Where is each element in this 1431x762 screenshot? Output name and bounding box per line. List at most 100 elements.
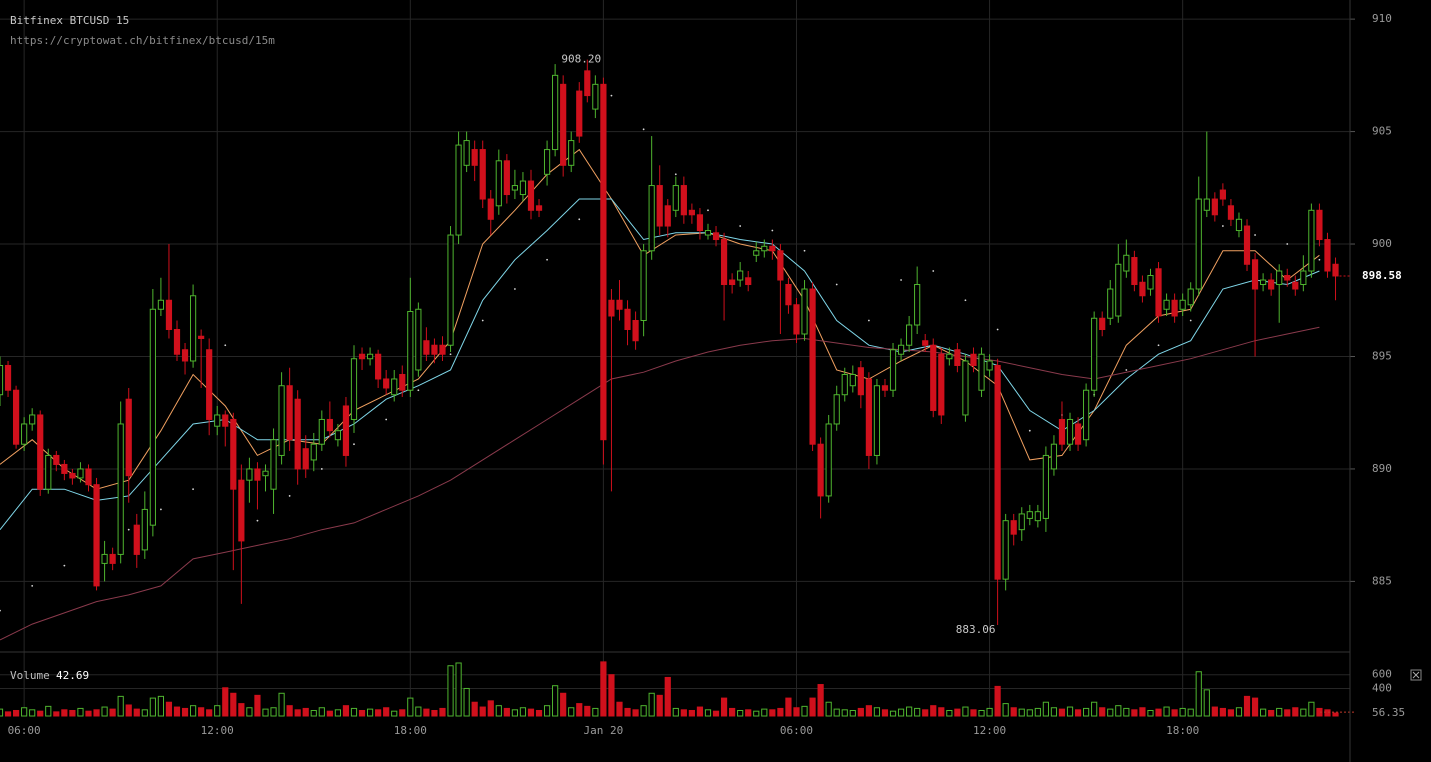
candle-body bbox=[1260, 279, 1267, 286]
candle-body bbox=[1163, 299, 1170, 310]
volume-bar bbox=[1260, 708, 1267, 717]
candle-body bbox=[897, 344, 905, 355]
candle-body bbox=[455, 144, 462, 236]
y-tick-label: 885 bbox=[1372, 574, 1392, 587]
volume-bar bbox=[85, 710, 92, 717]
candle-body bbox=[889, 349, 897, 391]
volume-bar bbox=[198, 707, 205, 717]
volume-bar bbox=[0, 708, 4, 717]
sar-dot bbox=[1286, 243, 1289, 245]
volume-bar bbox=[833, 708, 840, 717]
candle-body bbox=[881, 385, 889, 391]
candle-body bbox=[978, 353, 985, 391]
volume-bar bbox=[4, 711, 12, 717]
candle-body bbox=[664, 205, 671, 227]
candle-body bbox=[1123, 254, 1130, 272]
volume-bar bbox=[77, 707, 84, 717]
volume-bar bbox=[1324, 709, 1331, 717]
candle-body bbox=[761, 245, 768, 252]
candle-body bbox=[568, 140, 575, 166]
candle-body bbox=[769, 245, 776, 252]
y-tick-label: 890 bbox=[1372, 462, 1392, 475]
high-annotation: 908.20 bbox=[561, 53, 601, 66]
candle-body bbox=[254, 468, 261, 481]
volume-bar bbox=[342, 705, 350, 717]
close-icon[interactable] bbox=[1412, 671, 1420, 679]
candle-body bbox=[785, 284, 792, 306]
candle-body bbox=[1276, 270, 1283, 286]
candle-body bbox=[648, 185, 655, 252]
candle-body bbox=[222, 414, 229, 427]
x-tick-label: 12:00 bbox=[201, 724, 234, 737]
candle-body bbox=[334, 430, 342, 441]
candle-body bbox=[930, 344, 937, 411]
volume-bar bbox=[688, 709, 695, 717]
candle-body bbox=[616, 299, 623, 310]
candle-body bbox=[696, 214, 704, 232]
candle-body bbox=[1316, 209, 1323, 241]
candle-body bbox=[318, 418, 325, 445]
sar-dot bbox=[160, 508, 162, 511]
volume-bar bbox=[334, 709, 342, 717]
candle-body bbox=[471, 149, 478, 166]
candle-body bbox=[962, 360, 969, 416]
candle-body bbox=[1171, 299, 1178, 317]
candle-body bbox=[12, 389, 20, 445]
volume-bar bbox=[1332, 712, 1339, 717]
candle-body bbox=[970, 353, 977, 366]
candle-body bbox=[157, 299, 165, 310]
candle-body bbox=[415, 308, 422, 371]
candle-body bbox=[149, 308, 156, 526]
volume-bar bbox=[1187, 708, 1194, 717]
volume-bar bbox=[1316, 707, 1323, 717]
x-tick-label: 06:00 bbox=[8, 724, 41, 737]
volume-bar bbox=[809, 697, 816, 717]
volume-bar bbox=[117, 695, 124, 717]
candle-body bbox=[906, 324, 913, 346]
sar-dot bbox=[964, 299, 967, 302]
candle-body bbox=[849, 373, 856, 387]
sar-dot bbox=[353, 443, 355, 446]
sar-dot bbox=[513, 288, 516, 290]
volume-bar bbox=[1300, 708, 1307, 717]
sar-dot bbox=[1125, 369, 1128, 371]
volume-bar bbox=[1099, 707, 1106, 717]
candle-body bbox=[1066, 418, 1074, 445]
candle-body bbox=[1058, 418, 1066, 445]
volume-bar bbox=[600, 661, 607, 717]
volume-bar bbox=[1276, 707, 1283, 717]
candle-body bbox=[399, 373, 406, 391]
candle-body bbox=[447, 234, 454, 346]
volume-bar bbox=[994, 685, 1001, 717]
volume-bar bbox=[769, 709, 776, 717]
candle-body bbox=[1284, 275, 1291, 281]
candle-body bbox=[986, 360, 993, 371]
candle-body bbox=[938, 353, 945, 416]
candle-body bbox=[1219, 189, 1226, 200]
candle-body bbox=[21, 423, 28, 445]
close-button[interactable] bbox=[1410, 669, 1422, 681]
close-box[interactable] bbox=[1410, 669, 1422, 681]
candle-body bbox=[1147, 275, 1154, 290]
candle-body bbox=[198, 335, 205, 339]
x-tick-label: 12:00 bbox=[973, 724, 1006, 737]
candle-body bbox=[133, 524, 140, 555]
candle-body bbox=[302, 448, 309, 470]
candle-body bbox=[1332, 263, 1339, 277]
sar-dot bbox=[1318, 258, 1321, 261]
volume-bar bbox=[439, 707, 446, 717]
volume-bar bbox=[1139, 707, 1146, 717]
candle-body bbox=[479, 149, 486, 200]
volume-bar bbox=[648, 692, 655, 717]
volume-bar bbox=[592, 707, 599, 717]
candle-body bbox=[1203, 198, 1210, 211]
sar-dot bbox=[481, 319, 484, 322]
volume-bar bbox=[785, 697, 792, 717]
sar-dot bbox=[31, 584, 34, 587]
candle-body bbox=[495, 160, 502, 207]
volume-bar bbox=[1203, 689, 1210, 717]
candle-body bbox=[1099, 317, 1106, 330]
volume-bar bbox=[793, 707, 800, 717]
sar-dot bbox=[1189, 319, 1192, 322]
volume-bar bbox=[206, 709, 213, 717]
